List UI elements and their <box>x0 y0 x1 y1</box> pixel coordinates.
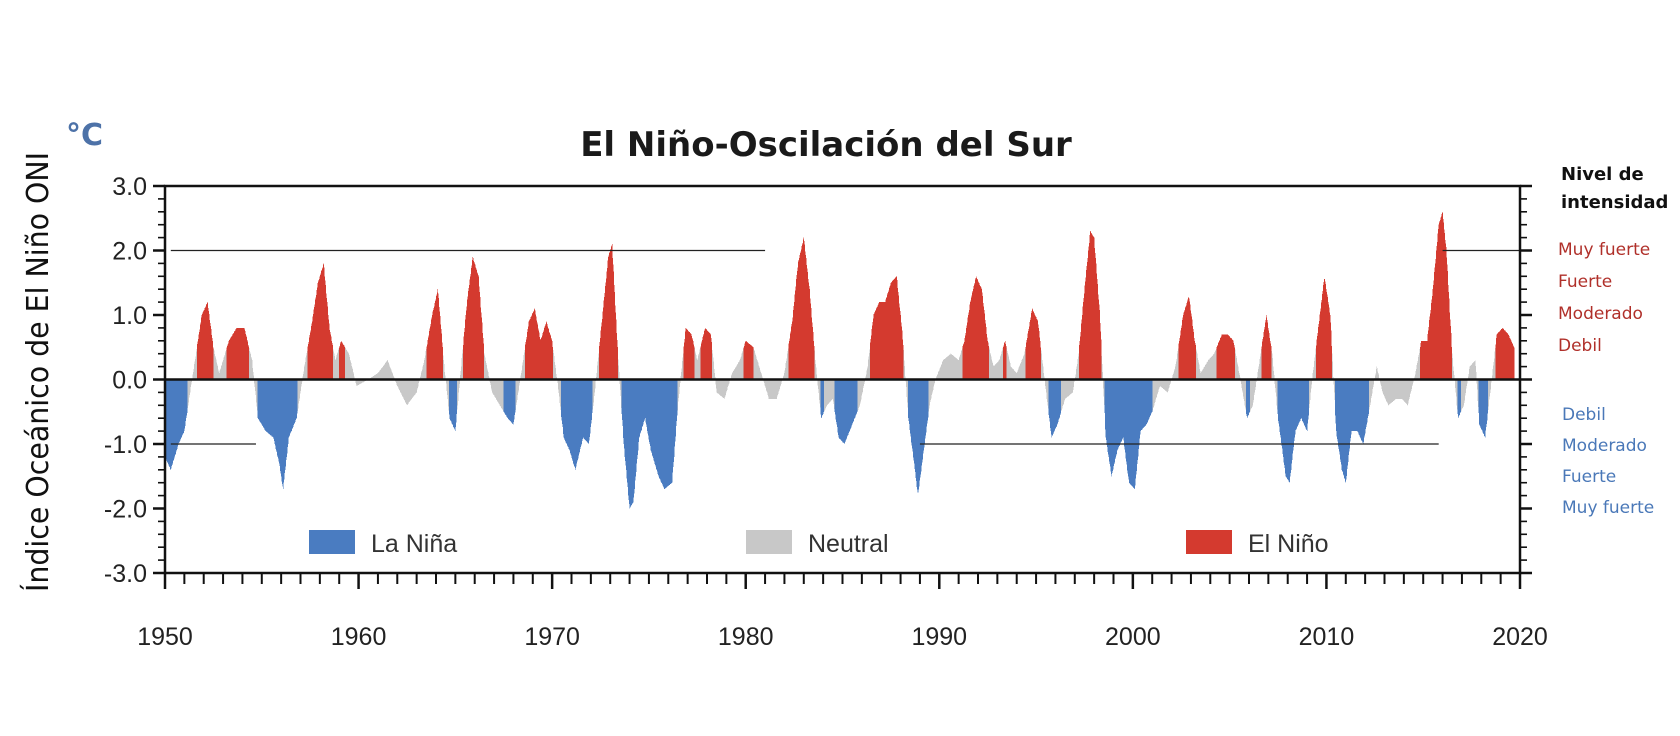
y-tick-label: 3.0 <box>112 173 147 201</box>
el-nino-level: Debil <box>1558 336 1602 356</box>
oni-series <box>164 211 1515 509</box>
unit-label: °C <box>66 118 103 153</box>
la-nina-level: Moderado <box>1562 436 1647 456</box>
y-tick-label: -1.0 <box>104 431 147 459</box>
el-nino-level: Fuerte <box>1558 272 1612 292</box>
axes: 3.0 2.0 1.0 0.0 -1.0 -2.0 -3.0 1950 1960 1970 1980… <box>104 173 1548 651</box>
la-nina-area <box>164 379 1489 509</box>
x-tick-label: 1980 <box>718 623 774 651</box>
x-tick-label: 1960 <box>331 623 387 651</box>
x-tick-label: 2010 <box>1299 623 1355 651</box>
legend-label-la-nina: La Niña <box>371 530 457 558</box>
y-tick-label: 0.0 <box>112 367 147 395</box>
y-tick-label: 1.0 <box>112 302 147 330</box>
reference-lines <box>170 249 1520 445</box>
legend: La Niña Neutral El Niño <box>309 530 1329 558</box>
el-nino-level: Moderado <box>1558 304 1643 324</box>
x-tick-label: 1950 <box>137 623 193 651</box>
x-tick-label: 2020 <box>1492 623 1548 651</box>
legend-label-el-nino: El Niño <box>1248 530 1329 558</box>
intensity-heading: Nivel de <box>1561 164 1644 185</box>
intensity-heading: intensidad <box>1561 192 1668 213</box>
la-nina-level: Debil <box>1562 405 1606 425</box>
el-nino-area <box>196 211 1515 380</box>
x-tick-label: 2000 <box>1105 623 1161 651</box>
x-tick-label: 1990 <box>911 623 967 651</box>
la-nina-level: Fuerte <box>1562 467 1616 487</box>
y-tick-label: -3.0 <box>104 560 147 588</box>
legend-swatch-el-nino <box>1186 530 1232 554</box>
y-tick-label: -2.0 <box>104 496 147 524</box>
y-tick-label: 2.0 <box>112 238 147 266</box>
la-nina-level: Muy fuerte <box>1562 498 1654 518</box>
legend-swatch-neutral <box>746 530 792 554</box>
x-tick-label: 1970 <box>524 623 580 651</box>
legend-swatch-la-nina <box>309 530 355 554</box>
legend-label-neutral: Neutral <box>808 530 889 558</box>
y-axis-label: Índice Oceánico de El Niño ONI <box>20 152 56 592</box>
el-nino-level: Muy fuerte <box>1558 240 1650 260</box>
intensity-panel: Nivel de intensidad Muy fuerte Fuerte Modera… <box>1558 164 1668 518</box>
chart-title: El Niño-Oscilación del Sur <box>580 125 1072 165</box>
